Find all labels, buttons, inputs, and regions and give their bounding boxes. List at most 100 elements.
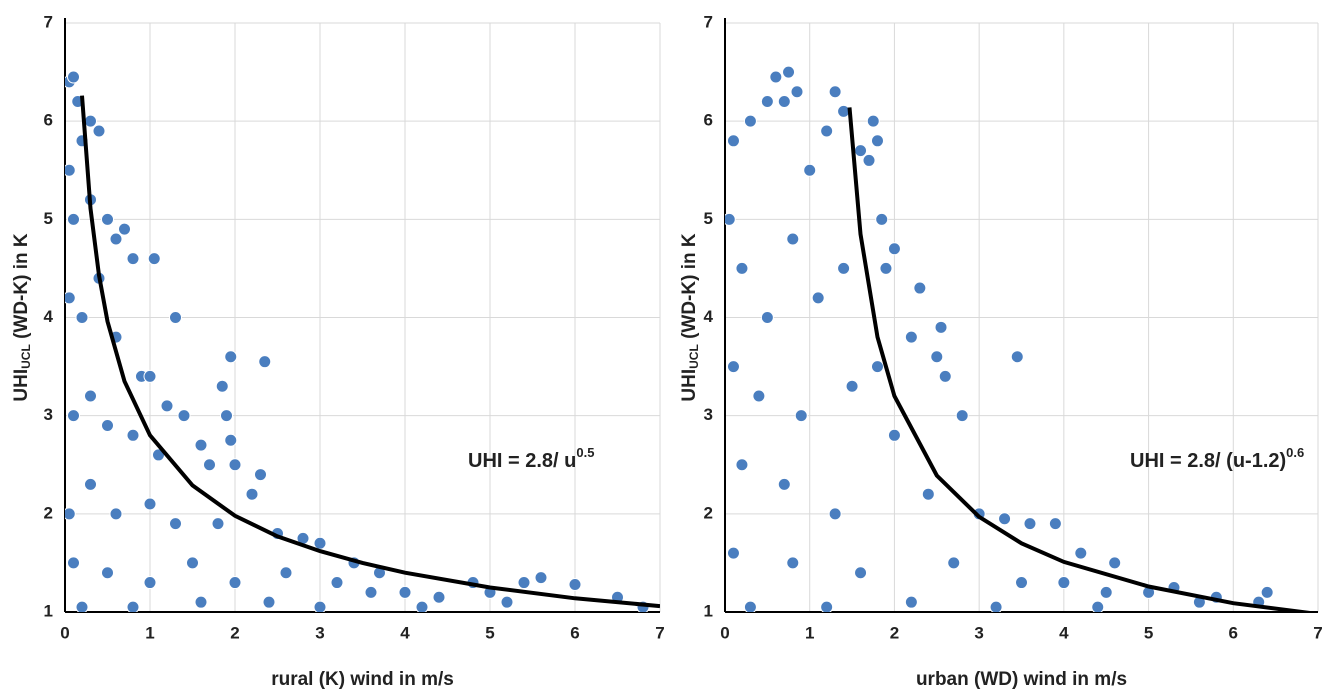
data-point [725,212,736,226]
y-tick-label: 4 [704,307,714,326]
data-point [65,291,76,305]
y-title-suffix: (WD-K) in K [11,233,32,344]
y-title-text: UHI [11,369,32,402]
data-point [1015,576,1028,590]
data-point [875,212,889,226]
data-point [735,261,749,275]
data-point [262,595,276,609]
data-point [75,311,89,324]
data-point [224,350,238,364]
data-point [760,95,774,109]
data-point [998,512,1012,526]
data-point [67,70,80,84]
data-point [752,389,766,403]
data-point [913,281,927,295]
data-point [782,65,796,79]
data-point [169,311,182,324]
data-point [870,134,884,148]
equation-exponent: 0.6 [1286,445,1304,460]
x-tick-label: 1 [145,623,154,642]
y-tick-label: 1 [44,601,53,620]
data-point [904,330,918,344]
x-tick-label: 4 [1059,623,1069,642]
data-point [887,428,901,442]
data-point [126,600,140,612]
x-tick-label: 0 [720,623,729,642]
data-point [820,124,834,138]
data-point [228,576,242,590]
data-point [955,409,969,423]
data-point [786,556,800,570]
data-point [1074,546,1088,560]
data-point [726,134,740,148]
data-point [930,350,944,364]
x-tick-label: 6 [1229,623,1238,642]
data-point [862,153,876,167]
equation: UHI = 2.8/ (u-1.2)0.6 [1130,445,1304,472]
data-point [194,595,208,609]
y-title-subscript: UCL [687,344,701,369]
y-tick-label: 5 [704,209,713,228]
data-point [258,355,272,369]
data-point [92,124,106,138]
x-tick-label: 6 [570,623,579,642]
data-point [879,261,893,275]
data-point [109,507,123,521]
data-point [921,487,935,501]
y-title-suffix: (WD-K) in K [679,233,700,344]
equation-text: UHI = 2.8/ u [468,450,576,472]
y-tick-label: 7 [704,12,713,31]
x-tick-label: 7 [655,623,664,642]
x-tick-label: 2 [890,623,899,642]
data-point [177,409,191,423]
data-point [126,252,140,266]
data-point [769,70,783,84]
data-point [534,571,548,585]
plot-area [65,70,660,612]
y-tick-label: 3 [704,405,713,424]
data-point [432,590,446,604]
data-point [67,409,80,423]
data-point [1099,585,1113,599]
data-point [790,85,804,99]
data-point [75,600,89,612]
data-point [500,595,514,609]
data-point [109,232,123,246]
data-point [84,389,97,403]
data-point [143,576,157,590]
data-point [211,517,225,531]
data-point [228,458,242,472]
data-point [118,222,131,236]
data-point [989,600,1003,612]
equation: UHI = 2.8/ u0.5 [468,445,594,472]
data-point [169,517,182,531]
data-point [743,114,757,128]
data-point [934,320,948,334]
data-point [904,595,918,609]
data-point [803,163,817,177]
data-point [313,600,327,612]
data-point [160,399,174,413]
data-point [568,578,582,592]
data-point [947,556,961,570]
data-point [887,242,901,256]
data-point [215,379,229,393]
data-point [854,566,868,580]
data-point [245,487,259,501]
y-tick-label: 2 [44,503,53,522]
equation-exponent: 0.5 [576,445,594,460]
data-point [777,477,791,491]
data-point [517,576,531,590]
x-tick-label: 3 [974,623,983,642]
data-point [186,556,199,570]
x-tick-label: 5 [485,623,494,642]
data-point [726,546,740,560]
data-point [837,104,851,118]
y-tick-label: 2 [704,503,713,522]
x-tick-label: 0 [60,623,69,642]
data-point [1091,600,1105,612]
data-point [1057,576,1071,590]
